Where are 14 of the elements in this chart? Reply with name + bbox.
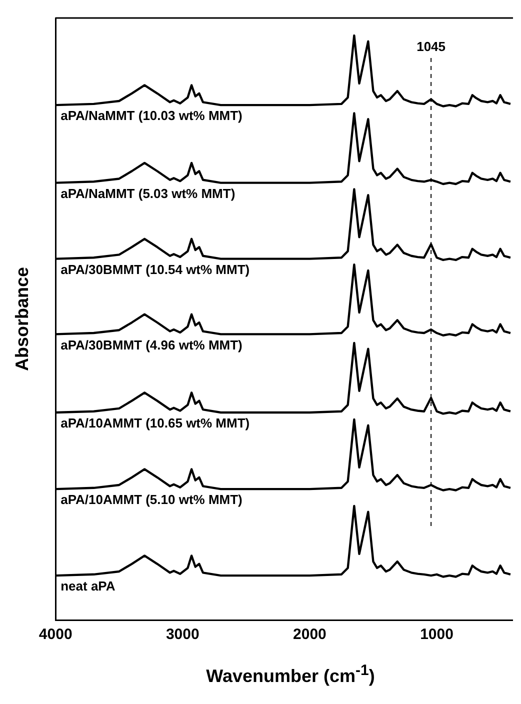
series-label: aPA/10AMMT (5.10 wt% MMT) — [60, 492, 242, 508]
x-tick-label: 2000 — [293, 626, 326, 644]
series-label: aPA/30BMMT (4.96 wt% MMT) — [60, 337, 242, 352]
x-tick-label: 4000 — [38, 626, 72, 644]
series-label: aPA/30BMMT (10.54 wt% MMT) — [60, 262, 250, 277]
series-label: aPA/NaMMT (5.03 wt% MMT) — [60, 186, 236, 201]
series-label: aPA/NaMMT (10.03 wt% MMT) — [60, 108, 242, 124]
y-axis-title: Absorbance — [12, 266, 32, 372]
x-tick-label: 3000 — [166, 626, 200, 644]
x-axis-title: Wavenumber (cm$^{-1}$) — [205, 662, 376, 687]
x-tick-label: 1000 — [420, 626, 454, 644]
series-label: aPA/10AMMT (10.65 wt% MMT) — [60, 416, 250, 431]
series-label: neat aPA — [60, 578, 116, 594]
ref-line-label: 1045 — [416, 39, 446, 54]
